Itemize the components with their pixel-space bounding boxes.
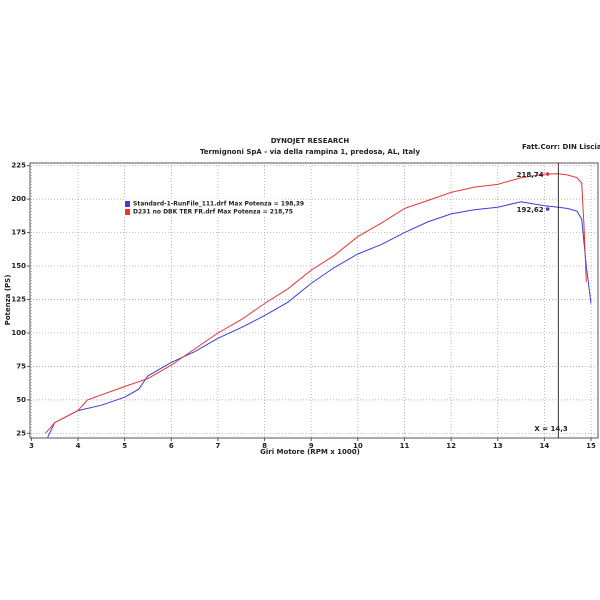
x-tick-label: 11 [400, 442, 410, 450]
legend-box [124, 199, 284, 217]
y-tick-label: 50 [16, 396, 26, 404]
chart-subtitle: Termignoni SpA - via della rampina 1, pr… [200, 148, 421, 156]
x-tick-label: 15 [586, 442, 596, 450]
y-tick-label: 225 [11, 162, 26, 170]
series-line [45, 173, 587, 434]
x-tick-label: 12 [446, 442, 456, 450]
legend-label: Standard-1-RunFile_111.drf Max Potenza =… [133, 201, 304, 208]
marker-dot [545, 172, 550, 176]
legend-label: D231 no DBK TER FR.drf Max Potenza = 218… [133, 209, 293, 216]
marker-label: 218,74 [517, 171, 544, 179]
y-tick-label: 200 [11, 195, 26, 203]
y-tick-label: 100 [11, 329, 26, 337]
y-tick-label: 150 [11, 262, 26, 270]
y-tick-label: 75 [16, 362, 26, 370]
correction-text: Fatt.Corr: DIN Lisciatura [522, 143, 600, 151]
x-tick-label: 14 [539, 442, 549, 450]
x-axis-label: Giri Motore (RPM x 1000) [260, 448, 360, 456]
x-tick-label: 5 [122, 442, 127, 450]
x-tick-label: 3 [29, 442, 34, 450]
series-line [47, 201, 592, 438]
x-tick-label: 9 [309, 442, 314, 450]
cursor-label: X = 14,3 [534, 425, 568, 433]
x-tick-label: 7 [215, 442, 220, 450]
x-tick-label: 10 [353, 442, 363, 450]
chart-title: DYNOJET RESEARCH [271, 137, 350, 145]
x-tick-label: 13 [493, 442, 503, 450]
legend-swatch [125, 209, 130, 215]
x-tick-label: 8 [262, 442, 267, 450]
marker-dot [545, 207, 550, 211]
x-tick-label: 6 [169, 442, 174, 450]
y-tick-label: 175 [11, 229, 26, 237]
plot-area [29, 162, 599, 439]
y-tick-label: 25 [16, 429, 26, 437]
x-tick-label: 4 [76, 442, 81, 450]
y-tick-label: 125 [11, 295, 26, 303]
legend-swatch [125, 201, 130, 207]
marker-label: 192,62 [517, 206, 544, 214]
y-axis-label: Potenza (PS) [4, 275, 12, 326]
